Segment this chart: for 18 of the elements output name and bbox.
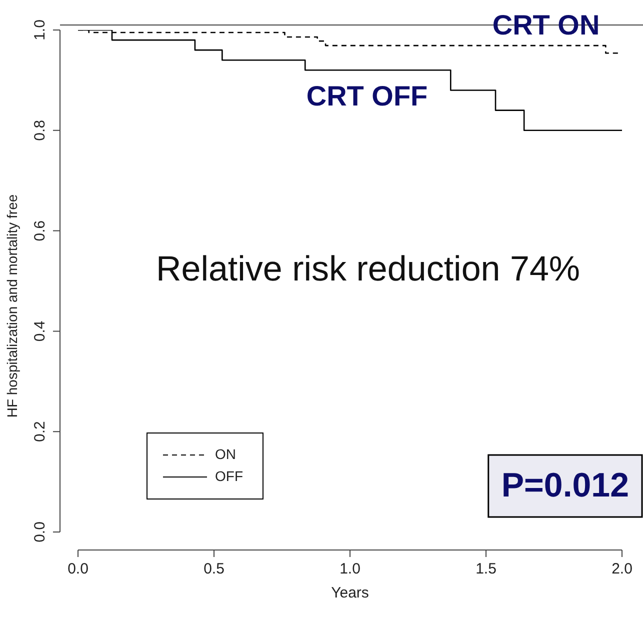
x-tick-label: 0.5 [204,560,224,578]
annotation: Relative risk reduction 74% [156,250,580,289]
y-axis-title: HF hospitalization and mortality free [4,194,20,418]
y-tick-label: 0.0 [32,522,49,542]
annotation: P=0.012 [501,466,630,504]
x-axis-title: Years [331,584,369,602]
y-tick-label: 0.4 [32,320,49,342]
x-tick-label: 1.5 [476,560,496,578]
x-tick-label: 1.0 [340,560,360,578]
y-tick-label: 0.2 [32,421,49,442]
legend-label: OFF [215,468,243,484]
x-tick-label: 0.0 [68,560,88,578]
y-tick-label: 1.0 [32,20,49,40]
annotation: CRT OFF [306,80,428,112]
y-tick-label: 0.6 [32,220,49,242]
legend-label: ON [215,446,236,462]
x-tick-label: 2.0 [612,560,632,578]
y-tick-label: 0.8 [32,120,49,141]
